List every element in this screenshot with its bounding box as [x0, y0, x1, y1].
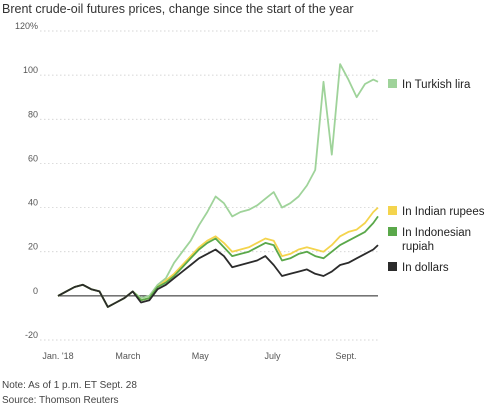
chart-title: Brent crude-oil futures prices, change s… — [2, 2, 354, 16]
series-line-dollars — [57, 244, 379, 308]
x-tick-label: July — [265, 351, 282, 361]
legend-label-lira: In Turkish lira — [402, 79, 471, 91]
x-tick-label: March — [115, 351, 140, 361]
series-layer — [57, 63, 379, 308]
y-tick-label: 80 — [28, 109, 38, 119]
y-tick-label: 100 — [23, 65, 38, 75]
legend-label-rupiah: In Indonesian rupiah — [402, 227, 471, 253]
legend-swatch-rupees — [388, 206, 397, 215]
y-tick-label: -20 — [25, 330, 38, 340]
legend-label-rupees: In Indian rupees — [402, 206, 485, 218]
y-tick-label: 40 — [28, 198, 38, 208]
y-axis-ticks: 120% 100 80 60 40 20 0 -20 — [15, 21, 38, 340]
legend-label-dollars: In dollars — [402, 262, 449, 274]
series-line-lira — [57, 63, 379, 308]
series-line-rupiah — [57, 215, 379, 308]
legend-swatch-dollars — [388, 262, 397, 271]
legend: In Turkish lira In Indian rupees In Indone… — [388, 79, 485, 274]
y-tick-label: 60 — [28, 153, 38, 163]
y-tick-label: 0 — [33, 286, 38, 296]
chart-source: Source: Thomson Reuters — [2, 395, 119, 406]
x-tick-label: Jan. '18 — [42, 351, 73, 361]
grid-layer — [40, 30, 378, 341]
x-tick-label: May — [192, 351, 210, 361]
chart-note: Note: As of 1 p.m. ET Sept. 28 — [2, 380, 137, 391]
legend-swatch-rupiah — [388, 227, 397, 236]
x-tick-label: Sept. — [335, 351, 356, 361]
series-line-rupees — [57, 206, 379, 308]
x-axis-ticks: Jan. '18 March May July Sept. — [42, 351, 356, 361]
legend-swatch-lira — [388, 79, 397, 88]
y-tick-label: 120% — [15, 21, 38, 31]
y-tick-label: 20 — [28, 242, 38, 252]
